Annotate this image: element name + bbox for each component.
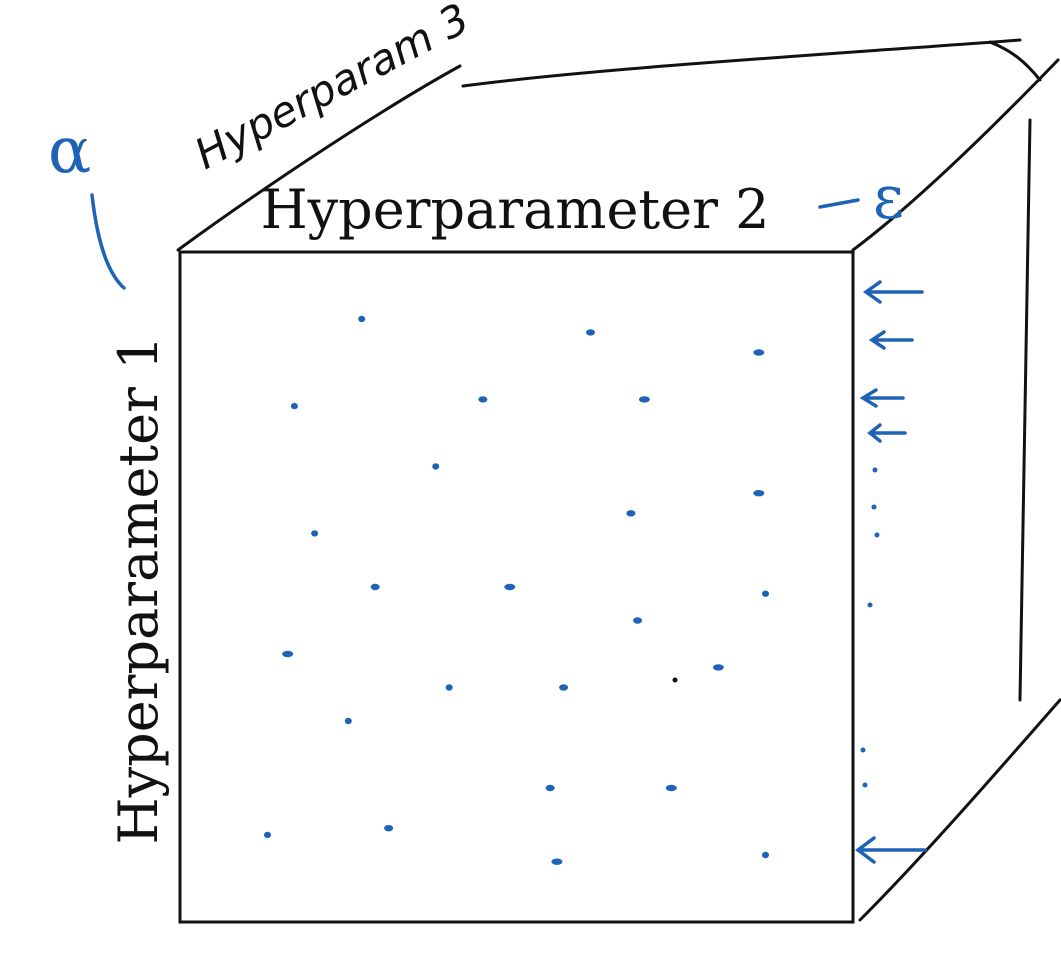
- sample-point: [545, 784, 555, 792]
- sample-point: [559, 684, 569, 691]
- arrow-icon: [862, 280, 924, 304]
- cube-back-top-corner: [988, 40, 1042, 82]
- epsilon-dash: [818, 198, 860, 209]
- sample-point: [358, 315, 366, 323]
- dot-mark: [871, 504, 877, 510]
- cube-outline: [176, 38, 1061, 924]
- cube-front-face: [178, 250, 855, 924]
- sample-point: [290, 402, 298, 410]
- sample-point: [445, 684, 453, 691]
- hyperparam-3-handwritten-label: Hyperparam 3: [187, 0, 477, 179]
- dot-mark: [862, 782, 868, 788]
- sample-point: [762, 851, 769, 859]
- sample-point: [478, 396, 488, 403]
- sample-point: [665, 784, 677, 792]
- blue-annotations: α ε: [48, 114, 927, 864]
- ellipsis-dots: [860, 467, 880, 788]
- sample-point: [264, 831, 271, 839]
- arrow-icon: [859, 388, 905, 408]
- sample-point: [311, 530, 319, 537]
- sample-point: [370, 583, 380, 591]
- alpha-dash: [90, 193, 126, 290]
- sample-point: [551, 858, 563, 865]
- sample-point: [344, 717, 352, 725]
- sample-point: [586, 329, 595, 336]
- sample-point: [384, 825, 394, 832]
- cube-top-right-edge: [851, 58, 1060, 252]
- hyperparameter-2-label: Hyperparameter 2: [261, 178, 770, 241]
- arrow-marks: [855, 280, 927, 864]
- sample-point: [504, 583, 516, 591]
- cube-top-back-edge: [461, 38, 1022, 88]
- alpha-symbol: α: [48, 114, 91, 188]
- sample-point: [753, 349, 765, 356]
- cube-top-left-edge: [176, 64, 462, 252]
- sample-point: [712, 664, 724, 671]
- cube-bottom-right-edge: [858, 698, 1061, 922]
- dot-mark: [867, 602, 873, 608]
- sample-point: [626, 510, 636, 517]
- sample-point: [753, 490, 765, 497]
- cube-right-back-edge: [1018, 118, 1032, 702]
- dot-mark: [872, 467, 878, 473]
- dot-mark: [860, 747, 866, 753]
- sample-point: [633, 617, 643, 624]
- epsilon-symbol: ε: [873, 163, 904, 233]
- sample-point: [638, 396, 650, 403]
- sample-point: [762, 590, 769, 597]
- sample-point: [282, 650, 294, 658]
- hyperparameter-1-label: Hyperparameter 1: [107, 336, 170, 845]
- arrow-icon: [855, 836, 927, 864]
- arrow-icon: [868, 330, 914, 350]
- dot-mark: [874, 532, 880, 538]
- black-dot: [672, 677, 678, 683]
- random-sample-points: [264, 315, 769, 865]
- arrow-icon: [867, 423, 907, 443]
- sample-point: [432, 463, 440, 470]
